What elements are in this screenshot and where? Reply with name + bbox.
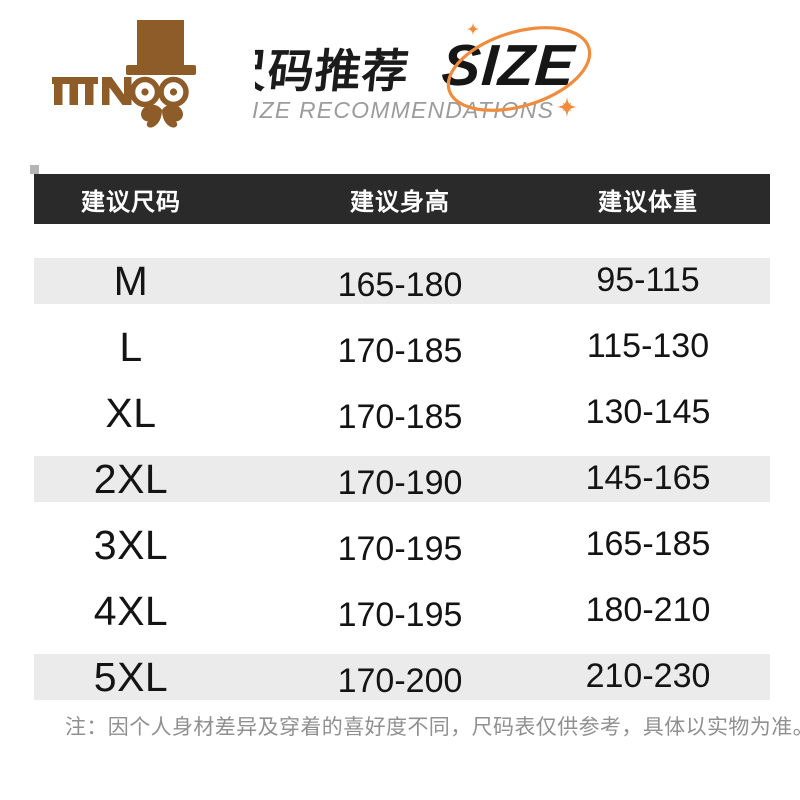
sparkle-bottom-icon (557, 97, 577, 117)
size-cell: 5XL (93, 653, 169, 700)
height-cell: 165-180 (337, 265, 463, 304)
header-size-column: 建议尺码 (81, 188, 181, 216)
weight-cell: 115-130 (586, 326, 710, 365)
size-cell: M (113, 257, 149, 304)
corner-chip-decoration (30, 165, 39, 174)
table-row: 3XL 170-195 165-185 (34, 512, 770, 578)
height-cell: 170-185 (337, 331, 463, 370)
size-cell: XL (105, 389, 157, 436)
weight-cell: 145-165 (585, 458, 711, 497)
size-cell: 2XL (93, 455, 169, 502)
top-hat-mustache-logo (52, 20, 196, 128)
height-cell: 170-185 (337, 397, 463, 436)
page-title-size: SIZE (439, 33, 578, 98)
height-cell: 170-195 (337, 595, 463, 634)
size-table-body: M 165-180 95-115 L 170-185 115-130 XL 17… (34, 248, 770, 710)
table-row: 2XL 170-190 145-165 (34, 446, 770, 512)
table-row: 5XL 170-200 210-230 (34, 644, 770, 710)
weight-cell: 165-185 (585, 524, 711, 563)
tophat-icon (137, 20, 184, 67)
table-row: XL 170-185 130-145 (34, 380, 770, 446)
page-title-zh-text: 尺码推荐 (255, 45, 412, 97)
table-row: L 170-185 115-130 (34, 314, 770, 380)
weight-cell: 180-210 (585, 590, 711, 629)
header-height-column: 建议身高 (350, 188, 450, 216)
table-row: M 165-180 95-115 (34, 248, 770, 314)
table-row: 4XL 170-195 180-210 (34, 578, 770, 644)
size-cell: 4XL (93, 587, 169, 634)
mustache-icon (141, 104, 162, 128)
height-cell: 170-200 (337, 661, 463, 700)
height-cell: 170-195 (337, 529, 463, 568)
size-cell: 3XL (93, 521, 169, 568)
disclaimer-note: 注：因个人身材差异及穿着的喜好度不同，尺码表仅供参考，具体以实物为准。 (65, 716, 800, 739)
weight-cell: 130-145 (585, 392, 711, 431)
size-cell: L (119, 323, 143, 370)
table-header-row: 建议尺码 建议身高 建议体重 (34, 174, 770, 224)
page-title-zh: 尺码推荐 (255, 40, 429, 104)
weight-cell: 95-115 (596, 260, 700, 299)
page-subtitle: IZE RECOMMENDATIONS (252, 97, 555, 123)
height-cell: 170-190 (337, 463, 463, 502)
brand-logo (52, 20, 196, 128)
weight-cell: 210-230 (585, 656, 711, 695)
header-weight-column: 建议体重 (598, 188, 698, 216)
